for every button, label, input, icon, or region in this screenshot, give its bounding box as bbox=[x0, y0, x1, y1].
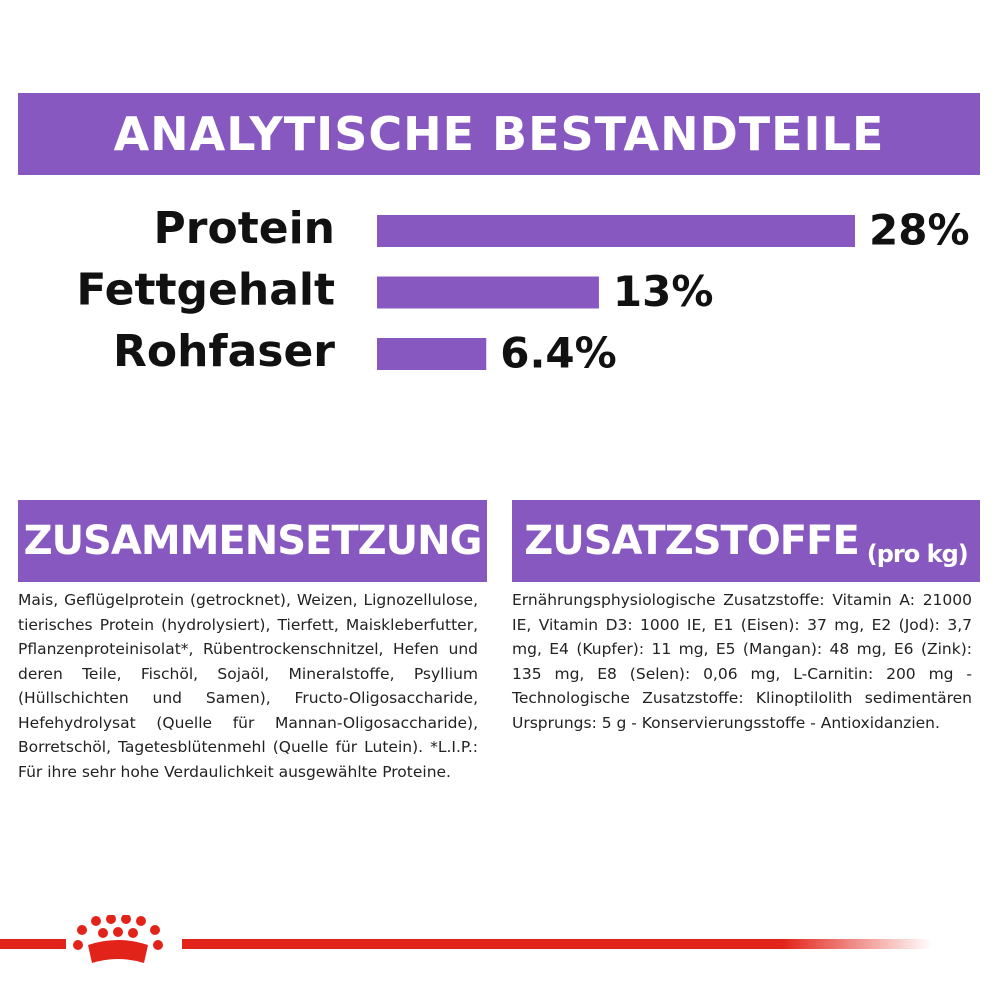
chart-title: ANALYTISCHE BESTANDTEILE bbox=[18, 93, 980, 175]
section-subtitle: (pro kg) bbox=[866, 540, 969, 568]
value-label: 6.4% bbox=[500, 329, 616, 378]
bar bbox=[377, 215, 855, 247]
section-title: ZUSAMMENSETZUNG bbox=[23, 518, 483, 564]
section-text: Ernährungsphysiologische Zusatzstoffe: V… bbox=[512, 591, 972, 732]
category-label: Fettgehalt bbox=[76, 265, 335, 316]
section-header: ZUSAMMENSETZUNG bbox=[18, 500, 487, 582]
section-text: Mais, Geflügelprotein (getrocknet), Weiz… bbox=[18, 591, 478, 781]
section-header: ZUSATZSTOFFE (pro kg) bbox=[512, 500, 980, 582]
bar bbox=[377, 276, 599, 309]
value-label: 13% bbox=[613, 267, 714, 316]
value-label: 28% bbox=[869, 206, 970, 255]
category-label: Rohfaser bbox=[113, 326, 335, 377]
footer-logo bbox=[0, 915, 932, 963]
bar bbox=[377, 338, 487, 370]
section-title: ZUSATZSTOFFE bbox=[524, 518, 860, 564]
chart: Protein 28% Fettgehalt 13% Rohfaser 6.4% bbox=[76, 203, 970, 378]
category-label: Protein bbox=[154, 203, 335, 254]
